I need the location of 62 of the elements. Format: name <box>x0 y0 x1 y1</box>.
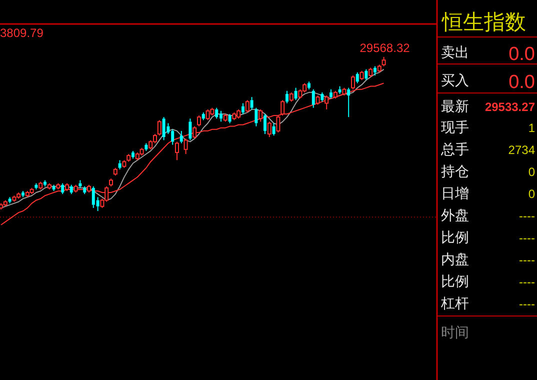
text: 总手 <box>440 141 469 157</box>
candlestick <box>83 186 86 195</box>
candlestick <box>264 113 266 134</box>
text: ---- <box>519 275 536 289</box>
text: 内盘 <box>441 251 469 267</box>
candlestick <box>52 184 56 192</box>
text: 卖出 <box>441 44 469 60</box>
candlestick <box>250 96 254 110</box>
candlestick <box>286 90 288 104</box>
text: 3809.79 <box>0 26 44 40</box>
candlestick <box>308 81 310 90</box>
candlestick <box>228 113 232 124</box>
text: 持仓 <box>441 163 469 179</box>
candlestick <box>34 182 38 190</box>
candlestick <box>188 118 192 141</box>
candlestick <box>364 68 368 81</box>
text: 买入 <box>441 72 469 88</box>
text: 0 <box>528 165 536 179</box>
text: ---- <box>519 253 536 267</box>
text: ---- <box>519 209 536 223</box>
text: 2734 <box>508 143 536 157</box>
candlestick <box>294 87 298 101</box>
candlestick <box>144 142 148 152</box>
candlestick <box>272 122 276 136</box>
text: 0 <box>528 187 536 201</box>
candlestick <box>356 72 359 84</box>
candlestick <box>162 116 166 141</box>
candlestick <box>338 86 342 94</box>
text: 1 <box>528 121 536 135</box>
text: 时间 <box>441 324 469 340</box>
text: 日增 <box>441 185 469 201</box>
text: 29533.27 <box>484 100 536 114</box>
candlestick <box>254 107 258 127</box>
text: 外盘 <box>441 207 469 223</box>
candlestick <box>202 112 205 121</box>
candlestick <box>320 92 324 102</box>
candlestick <box>78 180 82 188</box>
candlestick <box>132 150 134 160</box>
candlestick <box>70 184 73 195</box>
candlestick <box>180 130 183 144</box>
text: 恒生指数 <box>441 11 526 34</box>
text: 0.0 <box>508 72 535 93</box>
candlestick <box>44 180 46 187</box>
text: 比例 <box>441 273 469 289</box>
candlestick <box>330 88 332 100</box>
annotation: 29568.32 <box>360 41 410 55</box>
candlestick <box>215 107 218 120</box>
text: ---- <box>519 297 536 311</box>
text: 现手 <box>441 119 469 135</box>
candlestick <box>61 182 64 195</box>
candlestick <box>118 160 122 170</box>
candlestick <box>312 88 315 108</box>
candlestick <box>374 66 376 76</box>
candlestick <box>8 196 12 204</box>
text: 最新 <box>441 98 469 114</box>
text: 比例 <box>441 229 469 245</box>
text: 杠杆 <box>440 295 469 311</box>
text: 0.0 <box>508 44 535 65</box>
text: ---- <box>519 231 536 245</box>
candlestick <box>242 102 244 114</box>
candlestick <box>347 87 350 118</box>
candlestick <box>22 190 24 198</box>
